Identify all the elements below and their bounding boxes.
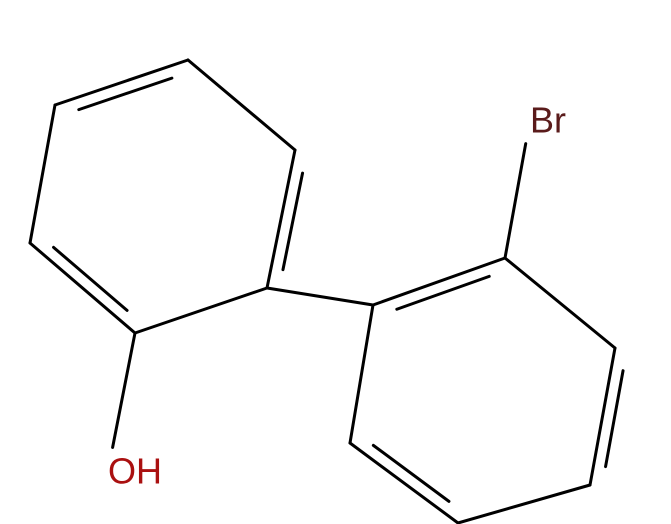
bond	[135, 288, 267, 333]
bond	[373, 445, 449, 501]
bond	[590, 348, 615, 485]
bond	[30, 243, 135, 333]
bond	[54, 247, 128, 310]
molecule-diagram: Br OH	[0, 0, 671, 524]
bond	[267, 150, 295, 288]
bond	[55, 60, 188, 105]
bond	[79, 78, 172, 110]
bond	[373, 258, 505, 305]
bond	[505, 258, 615, 348]
br-label: Br	[530, 100, 566, 141]
bond	[458, 485, 590, 523]
bond	[505, 144, 526, 258]
bond	[30, 105, 55, 243]
o-label: OH	[108, 451, 162, 492]
bond	[188, 60, 295, 150]
bond	[350, 305, 373, 443]
bond	[113, 333, 135, 447]
bond	[267, 288, 373, 305]
bond	[350, 443, 458, 523]
